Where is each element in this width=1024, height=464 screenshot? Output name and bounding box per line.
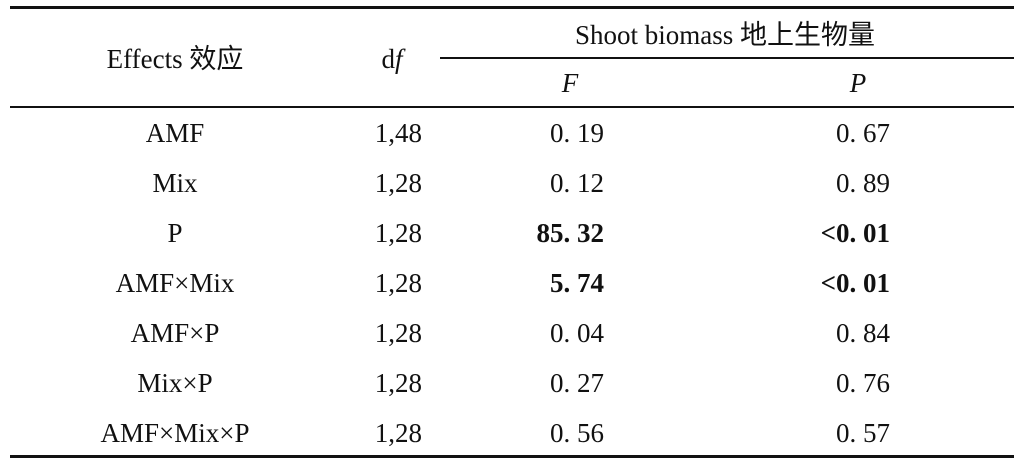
group-underline [440, 57, 1014, 59]
df-cell: 1,28 [374, 318, 422, 348]
f-value-cell: 85. 32 [536, 218, 605, 248]
p-value-cell: 0. 67 [836, 118, 890, 148]
effect-cell: AMF×Mix×P [100, 418, 250, 448]
df-cell: 1,28 [374, 218, 422, 248]
p-value-cell: <0. 01 [820, 218, 890, 248]
df-cell: 1,28 [374, 418, 422, 448]
effect-cell: P [167, 218, 183, 248]
col-header-p: P [849, 68, 867, 98]
effect-cell: Mix×P [137, 368, 213, 398]
col-header-df: df [381, 44, 403, 74]
f-value-cell: 5. 74 [550, 268, 604, 298]
df-cell: 1,28 [374, 168, 422, 198]
p-value-cell: 0. 89 [836, 168, 890, 198]
col-header-effects: Effects 效应 [106, 44, 244, 74]
p-value-cell: 0. 57 [836, 418, 890, 448]
f-value-cell: 0. 12 [550, 168, 604, 198]
p-value-cell: <0. 01 [820, 268, 890, 298]
bottom-rule [10, 455, 1014, 458]
col-header-f: F [561, 68, 579, 98]
p-value-cell: 0. 76 [836, 368, 890, 398]
effect-cell: Mix [152, 168, 198, 198]
effect-cell: AMF×P [130, 318, 220, 348]
df-cell: 1,28 [374, 268, 422, 298]
f-value-cell: 0. 27 [550, 368, 604, 398]
effect-cell: AMF×Mix [115, 268, 235, 298]
header-rule [10, 106, 1014, 108]
df-cell: 1,48 [374, 118, 422, 148]
p-value-cell: 0. 84 [836, 318, 890, 348]
effect-cell: AMF [145, 118, 205, 148]
top-rule [10, 6, 1014, 9]
col-header-shoot-biomass: Shoot biomass 地上生物量 [574, 20, 876, 50]
f-value-cell: 0. 19 [550, 118, 604, 148]
df-cell: 1,28 [374, 368, 422, 398]
f-value-cell: 0. 56 [550, 418, 604, 448]
f-value-cell: 0. 04 [550, 318, 604, 348]
